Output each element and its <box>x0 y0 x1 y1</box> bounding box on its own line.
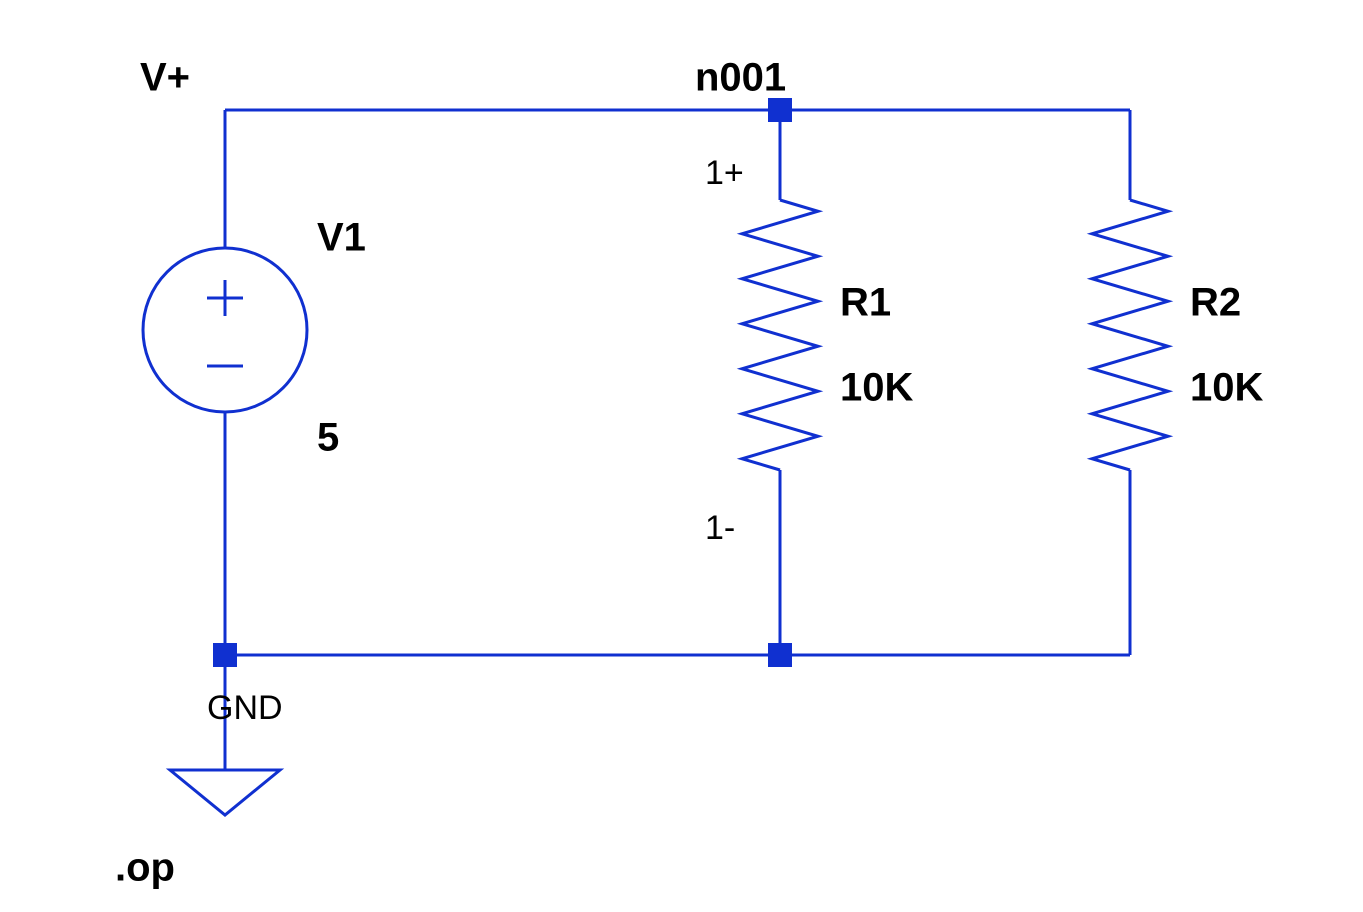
junction-top_mid <box>768 98 792 122</box>
r1-name: R1 <box>840 281 891 325</box>
r1-value: 10K <box>840 366 913 410</box>
junction-bot_mid <box>768 643 792 667</box>
net-label-vplus: V+ <box>140 56 190 100</box>
r1-pin-minus: 1- <box>705 509 735 547</box>
spice-directive-op[interactable]: .op <box>115 846 175 890</box>
resistor-r1[interactable] <box>742 200 818 470</box>
r2-value: 10K <box>1190 366 1263 410</box>
r1-pin-plus: 1+ <box>705 154 744 192</box>
junction-bot_left <box>213 643 237 667</box>
wires <box>225 110 1130 655</box>
ground-label: GND <box>207 689 283 727</box>
r2-name: R2 <box>1190 281 1241 325</box>
voltage-source-v1[interactable] <box>143 248 307 412</box>
v1-value: 5 <box>317 416 339 460</box>
resistor-r2[interactable] <box>1092 200 1168 470</box>
net-label-n001: n001 <box>695 56 786 100</box>
v1-name: V1 <box>317 216 366 260</box>
ground-symbol[interactable] <box>170 655 280 815</box>
